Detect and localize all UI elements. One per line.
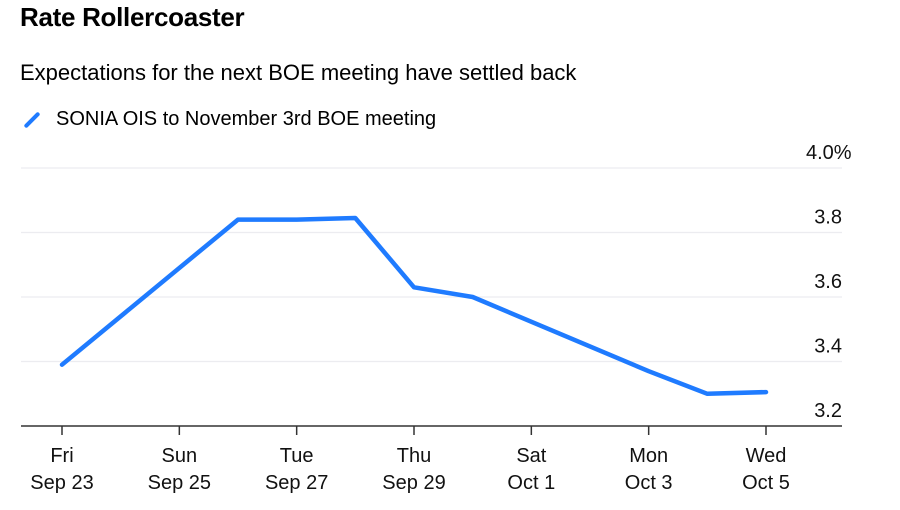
series-line — [59, 215, 769, 397]
y-tick-label: 3.6 — [814, 271, 842, 293]
x-tick-label: Tue — [280, 445, 314, 467]
x-tick-label: Oct 1 — [507, 472, 555, 494]
legend-label: SONIA OIS to November 3rd BOE meeting — [56, 108, 437, 130]
x-tick-label: Oct 3 — [625, 472, 673, 494]
chart-title: Rate Rollercoaster — [20, 2, 245, 32]
x-tick-label: Fri — [50, 445, 73, 467]
x-tick-label: Sep 29 — [382, 472, 445, 494]
x-tick-label: Oct 5 — [742, 472, 790, 494]
x-tick-label: Sep 25 — [148, 472, 211, 494]
y-tick-label: 4.0% — [806, 142, 852, 164]
y-tick-label: 3.8 — [814, 207, 842, 229]
x-tick-label: Sat — [516, 445, 546, 467]
x-tick-label: Mon — [629, 445, 668, 467]
y-tick-label: 3.4 — [814, 336, 842, 358]
y-tick-label: 3.2 — [814, 400, 842, 422]
x-tick-label: Thu — [397, 445, 431, 467]
x-tick-label: Wed — [746, 445, 787, 467]
x-tick-label: Sep 27 — [265, 472, 328, 494]
chart-subtitle: Expectations for the next BOE meeting ha… — [20, 60, 577, 85]
x-tick-label: Sep 23 — [30, 472, 93, 494]
legend: SONIA OIS to November 3rd BOE meeting — [20, 108, 436, 131]
x-tick-label: Sun — [162, 445, 198, 467]
